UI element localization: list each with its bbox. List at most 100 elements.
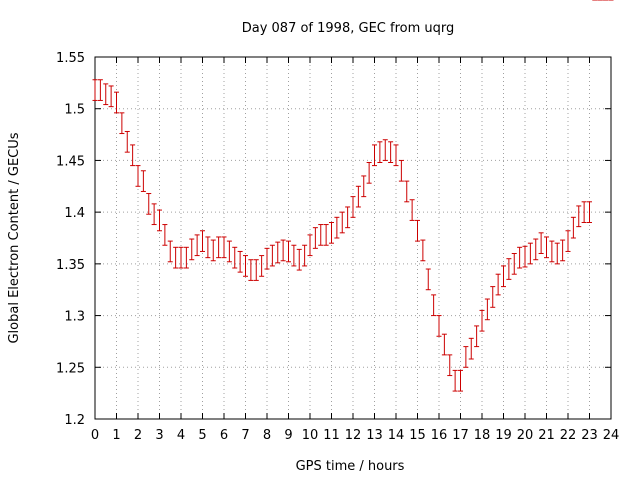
x-tick-label: 5 <box>198 428 206 443</box>
data-point <box>425 268 431 291</box>
data-point <box>501 265 506 288</box>
data-point <box>431 294 437 317</box>
x-tick-label: 12 <box>345 428 362 443</box>
x-tick-label: 0 <box>91 428 99 443</box>
data-point <box>345 206 351 229</box>
data-point <box>275 241 281 264</box>
data-point <box>447 354 453 377</box>
x-tick-label: 23 <box>581 428 598 443</box>
data-point <box>560 239 566 262</box>
data-point <box>490 286 496 308</box>
chart-title: Day 087 of 1998, GEC from uqrg <box>242 21 455 36</box>
x-tick-label: 9 <box>284 428 292 443</box>
x-tick-label: 13 <box>366 428 383 443</box>
data-point <box>92 79 98 101</box>
x-tick-label: 18 <box>474 428 491 443</box>
data-point <box>339 211 345 234</box>
data-point <box>361 175 367 198</box>
data-point <box>237 250 243 273</box>
data-point <box>484 298 490 321</box>
data-point <box>463 346 469 368</box>
data-point <box>458 369 463 392</box>
data-point <box>581 201 587 223</box>
y-tick-label: 1.2 <box>64 413 85 428</box>
data-series <box>92 0 614 392</box>
data-point <box>468 337 474 360</box>
data-point <box>140 170 146 192</box>
data-point <box>538 232 544 255</box>
data-point <box>286 240 291 263</box>
x-tick-label: 21 <box>538 428 555 443</box>
data-point <box>415 219 420 242</box>
data-point <box>441 333 447 356</box>
data-point <box>119 112 125 135</box>
data-point <box>253 259 259 281</box>
data-point <box>167 240 173 263</box>
data-point <box>173 246 179 269</box>
data-point <box>554 242 560 265</box>
data-point <box>189 238 195 261</box>
data-point <box>205 236 211 259</box>
data-point <box>522 245 528 268</box>
data-point <box>108 85 114 108</box>
y-tick-labels: 1.2 1.25 1.3 1.35 1.4 1.45 1.5 1.55 <box>56 51 85 428</box>
data-point <box>388 141 394 163</box>
data-point <box>527 242 533 265</box>
x-tick-label: 7 <box>241 428 249 443</box>
x-tick-label: 8 <box>263 428 271 443</box>
x-tick-label: 15 <box>409 428 426 443</box>
data-point <box>366 161 372 184</box>
data-point <box>409 199 415 221</box>
data-point <box>334 216 340 239</box>
data-point <box>243 255 248 277</box>
data-point <box>533 238 539 261</box>
data-point <box>135 165 141 187</box>
data-point <box>264 247 270 270</box>
data-point <box>248 259 254 281</box>
data-point <box>307 234 313 257</box>
data-point <box>124 130 130 153</box>
data-point <box>436 315 442 337</box>
data-point <box>194 234 200 257</box>
data-point <box>210 239 216 262</box>
data-point <box>157 209 162 232</box>
x-tick-label: 17 <box>452 428 469 443</box>
data-point <box>130 144 136 167</box>
x-axis-label: GPS time / hours <box>296 459 405 474</box>
data-point <box>398 159 404 182</box>
y-tick-label: 1.3 <box>64 310 85 325</box>
data-point <box>200 230 205 252</box>
x-tick-label: 16 <box>431 428 448 443</box>
data-point <box>280 239 286 262</box>
y-tick-label: 1.35 <box>56 258 85 273</box>
axis-ticks <box>94 56 612 420</box>
y-axis-label: Global Electron Content / GECUs <box>7 132 22 343</box>
data-point <box>97 79 103 101</box>
data-point <box>146 193 152 215</box>
x-tick-label: 22 <box>560 428 577 443</box>
x-tick-label: 4 <box>177 428 185 443</box>
data-point <box>377 141 383 163</box>
data-point <box>570 216 576 239</box>
data-point <box>587 201 592 223</box>
y-tick-label: 1.5 <box>64 103 85 118</box>
data-point <box>259 255 265 277</box>
data-point <box>495 273 501 296</box>
x-tick-label: 24 <box>603 428 620 443</box>
data-point <box>452 369 458 392</box>
data-point <box>420 239 426 262</box>
data-point <box>151 203 157 226</box>
data-point <box>393 144 399 167</box>
data-point <box>226 240 232 263</box>
x-tick-label: 11 <box>323 428 340 443</box>
x-tick-label: 10 <box>302 428 319 443</box>
data-point <box>221 236 227 259</box>
data-point <box>576 205 582 228</box>
x-tick-label: 14 <box>388 428 405 443</box>
data-point <box>318 224 324 246</box>
x-tick-label: 20 <box>517 428 534 443</box>
data-point <box>549 240 555 263</box>
data-point <box>296 248 302 271</box>
